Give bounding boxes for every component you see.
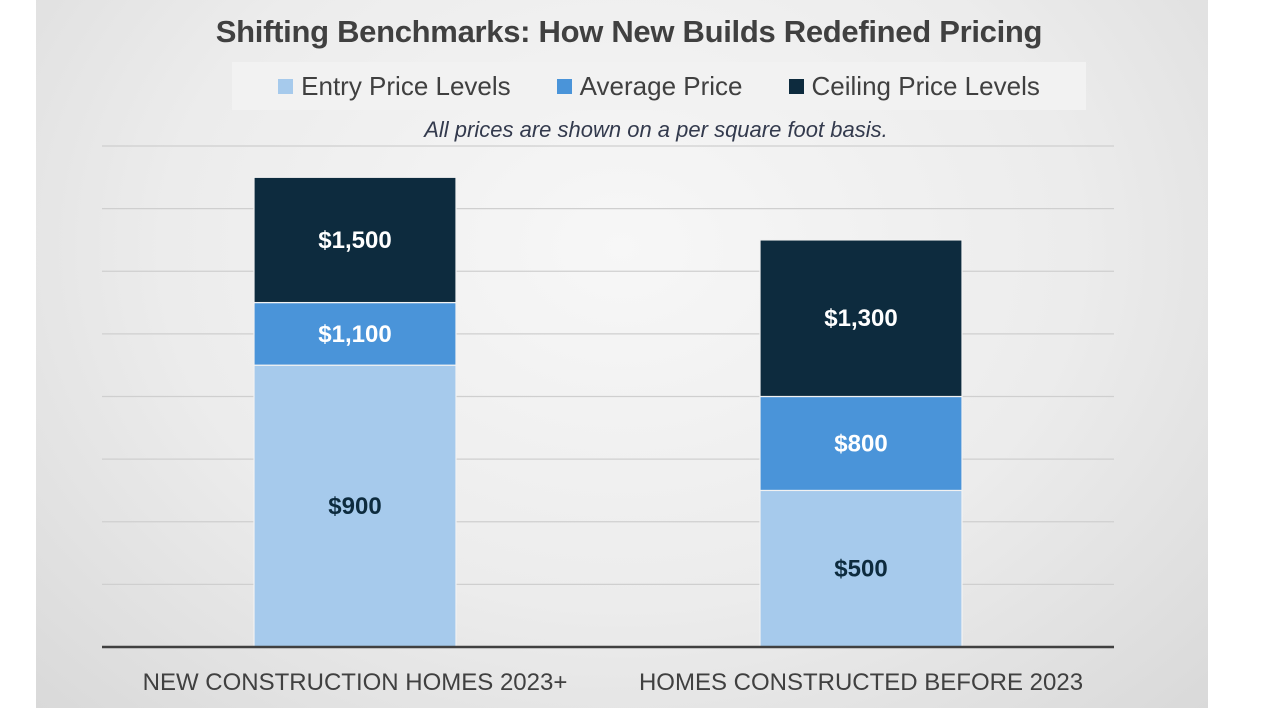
legend-label-entry: Entry Price Levels — [301, 70, 511, 101]
data-label: $1,100 — [318, 321, 391, 348]
category-label: NEW CONSTRUCTION HOMES 2023+ — [143, 669, 568, 696]
legend-swatch-average — [556, 78, 572, 94]
legend-label-average: Average Price — [579, 70, 743, 101]
legend-swatch-entry — [278, 78, 294, 94]
legend: Entry Price Levels Average Price Ceiling… — [232, 62, 1086, 110]
bar-segment — [759, 489, 963, 648]
legend-item-average: Average Price — [556, 70, 743, 102]
data-label: $1,500 — [318, 227, 391, 254]
bar-segment — [759, 395, 963, 492]
legend-item-entry: Entry Price Levels — [278, 71, 511, 102]
data-label: $1,300 — [824, 305, 897, 332]
chart-title: Shifting Benchmarks: How New Builds Rede… — [215, 14, 1043, 49]
data-label: $900 — [328, 493, 381, 520]
bar-segment — [253, 301, 457, 366]
bar-segment — [759, 239, 963, 398]
legend-item-ceiling: Ceiling Price Levels — [788, 70, 1040, 102]
chart-background: Shifting Benchmarks: How New Builds Rede… — [36, 0, 1208, 708]
legend-swatch-ceiling — [788, 78, 804, 94]
category-label: HOMES CONSTRUCTED BEFORE 2023 — [639, 669, 1083, 696]
legend-label-ceiling: Ceiling Price Levels — [811, 70, 1040, 101]
chart-subtitle: All prices are shown on a per square foo… — [424, 117, 888, 142]
data-label: $800 — [834, 430, 887, 457]
bar-segment — [253, 176, 457, 304]
data-label: $500 — [834, 556, 887, 583]
